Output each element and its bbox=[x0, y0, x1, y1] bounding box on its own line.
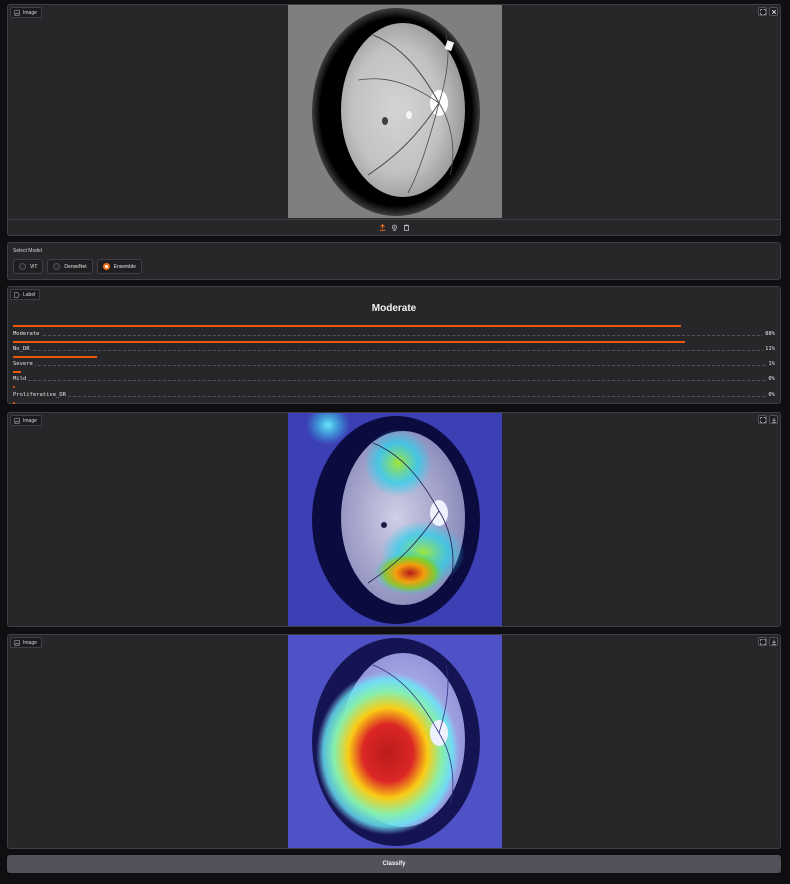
confidence-name: Proliferative_DR bbox=[13, 392, 68, 398]
confidence-percent: 11% bbox=[763, 346, 775, 352]
fullscreen-icon bbox=[759, 638, 766, 645]
clipboard-icon bbox=[403, 224, 409, 231]
label-output-block: Label Moderate Moderate 88% No_DR 11% Se… bbox=[7, 286, 781, 404]
confidence-row: No_DR 11% bbox=[13, 345, 775, 361]
close-icon bbox=[771, 9, 776, 14]
confidence-bar bbox=[13, 386, 15, 388]
model-radio-group: ViT DenseNet Ensemble bbox=[13, 259, 142, 274]
fullscreen-icon bbox=[759, 8, 766, 15]
radio-dot-vit[interactable] bbox=[19, 263, 26, 270]
fullscreen-icon bbox=[759, 416, 766, 423]
model-select-title: Select Model bbox=[13, 248, 42, 254]
row-leader bbox=[13, 335, 775, 336]
fullscreen-button[interactable] bbox=[758, 415, 767, 424]
confidence-row: Moderate 88% bbox=[13, 330, 775, 346]
clipboard-button[interactable] bbox=[402, 224, 410, 232]
download-button[interactable] bbox=[769, 637, 778, 646]
prediction-underline bbox=[13, 325, 681, 327]
heatmap-1-tag: Image bbox=[10, 415, 42, 426]
model-select-block: Select Model ViT DenseNet Ensemble bbox=[7, 242, 781, 280]
upload-button[interactable] bbox=[378, 224, 386, 232]
image-toolbar bbox=[8, 219, 780, 235]
image-icon bbox=[14, 639, 20, 646]
image-icon bbox=[14, 9, 20, 16]
confidence-percent: 0% bbox=[766, 392, 775, 398]
upload-icon bbox=[379, 224, 385, 231]
radio-label-ensemble: Ensemble bbox=[113, 263, 136, 270]
download-button[interactable] bbox=[769, 415, 778, 424]
radio-ensemble[interactable]: Ensemble bbox=[96, 259, 142, 274]
label-icon bbox=[14, 291, 20, 298]
confidence-bar bbox=[13, 356, 98, 358]
clear-button[interactable] bbox=[769, 7, 778, 16]
label-output-label: Label bbox=[23, 291, 36, 298]
fullscreen-button[interactable] bbox=[758, 637, 767, 646]
heatmap-2-tag: Image bbox=[10, 637, 42, 648]
confidence-bar bbox=[13, 371, 21, 373]
radio-label-vit: ViT bbox=[30, 263, 38, 270]
row-leader bbox=[13, 380, 775, 381]
heatmap-2-label: Image bbox=[23, 639, 37, 646]
label-output-tag: Label bbox=[10, 289, 41, 300]
input-fundus-image[interactable] bbox=[288, 5, 502, 218]
input-image-tag: Image bbox=[10, 7, 42, 18]
heatmap-image-block-2: Image bbox=[7, 634, 781, 849]
confidence-row: Proliferative_DR 0% bbox=[13, 391, 775, 407]
radio-dot-densenet[interactable] bbox=[53, 263, 61, 270]
classify-button[interactable]: Classify bbox=[7, 855, 781, 873]
confidence-name: No_DR bbox=[13, 346, 32, 352]
webcam-button[interactable] bbox=[390, 224, 398, 232]
row-leader bbox=[13, 396, 775, 397]
confidence-percent: 0% bbox=[766, 376, 775, 382]
confidence-bar bbox=[13, 402, 15, 404]
radio-label-densenet: DenseNet bbox=[64, 263, 87, 270]
heatmap-1-label: Image bbox=[23, 417, 37, 424]
confidence-row: Severe 1% bbox=[13, 360, 775, 376]
confidence-name: Severe bbox=[13, 361, 35, 367]
image-icon bbox=[14, 417, 20, 424]
confidence-percent: 88% bbox=[763, 331, 775, 337]
input-image-block: Image bbox=[7, 4, 781, 236]
heatmap-image-2 bbox=[288, 635, 502, 848]
confidence-bar bbox=[13, 341, 686, 343]
confidence-name: Mild bbox=[13, 376, 29, 382]
radio-densenet[interactable]: DenseNet bbox=[47, 259, 93, 274]
download-icon bbox=[771, 639, 776, 645]
radio-vit[interactable]: ViT bbox=[13, 259, 44, 274]
row-leader bbox=[13, 350, 775, 351]
input-image-label: Image bbox=[23, 9, 37, 16]
heatmap-image-block-1: Image bbox=[7, 412, 781, 627]
confidence-percent: 1% bbox=[766, 361, 775, 367]
download-icon bbox=[771, 417, 776, 423]
radio-dot-ensemble[interactable] bbox=[102, 263, 110, 270]
webcam-icon bbox=[391, 224, 397, 231]
fullscreen-button[interactable] bbox=[758, 7, 767, 16]
predicted-label: Moderate bbox=[371, 303, 417, 314]
confidence-name: Moderate bbox=[13, 331, 42, 337]
row-leader bbox=[13, 365, 775, 366]
confidence-row: Mild 0% bbox=[13, 375, 775, 391]
heatmap-image-1 bbox=[288, 413, 502, 626]
